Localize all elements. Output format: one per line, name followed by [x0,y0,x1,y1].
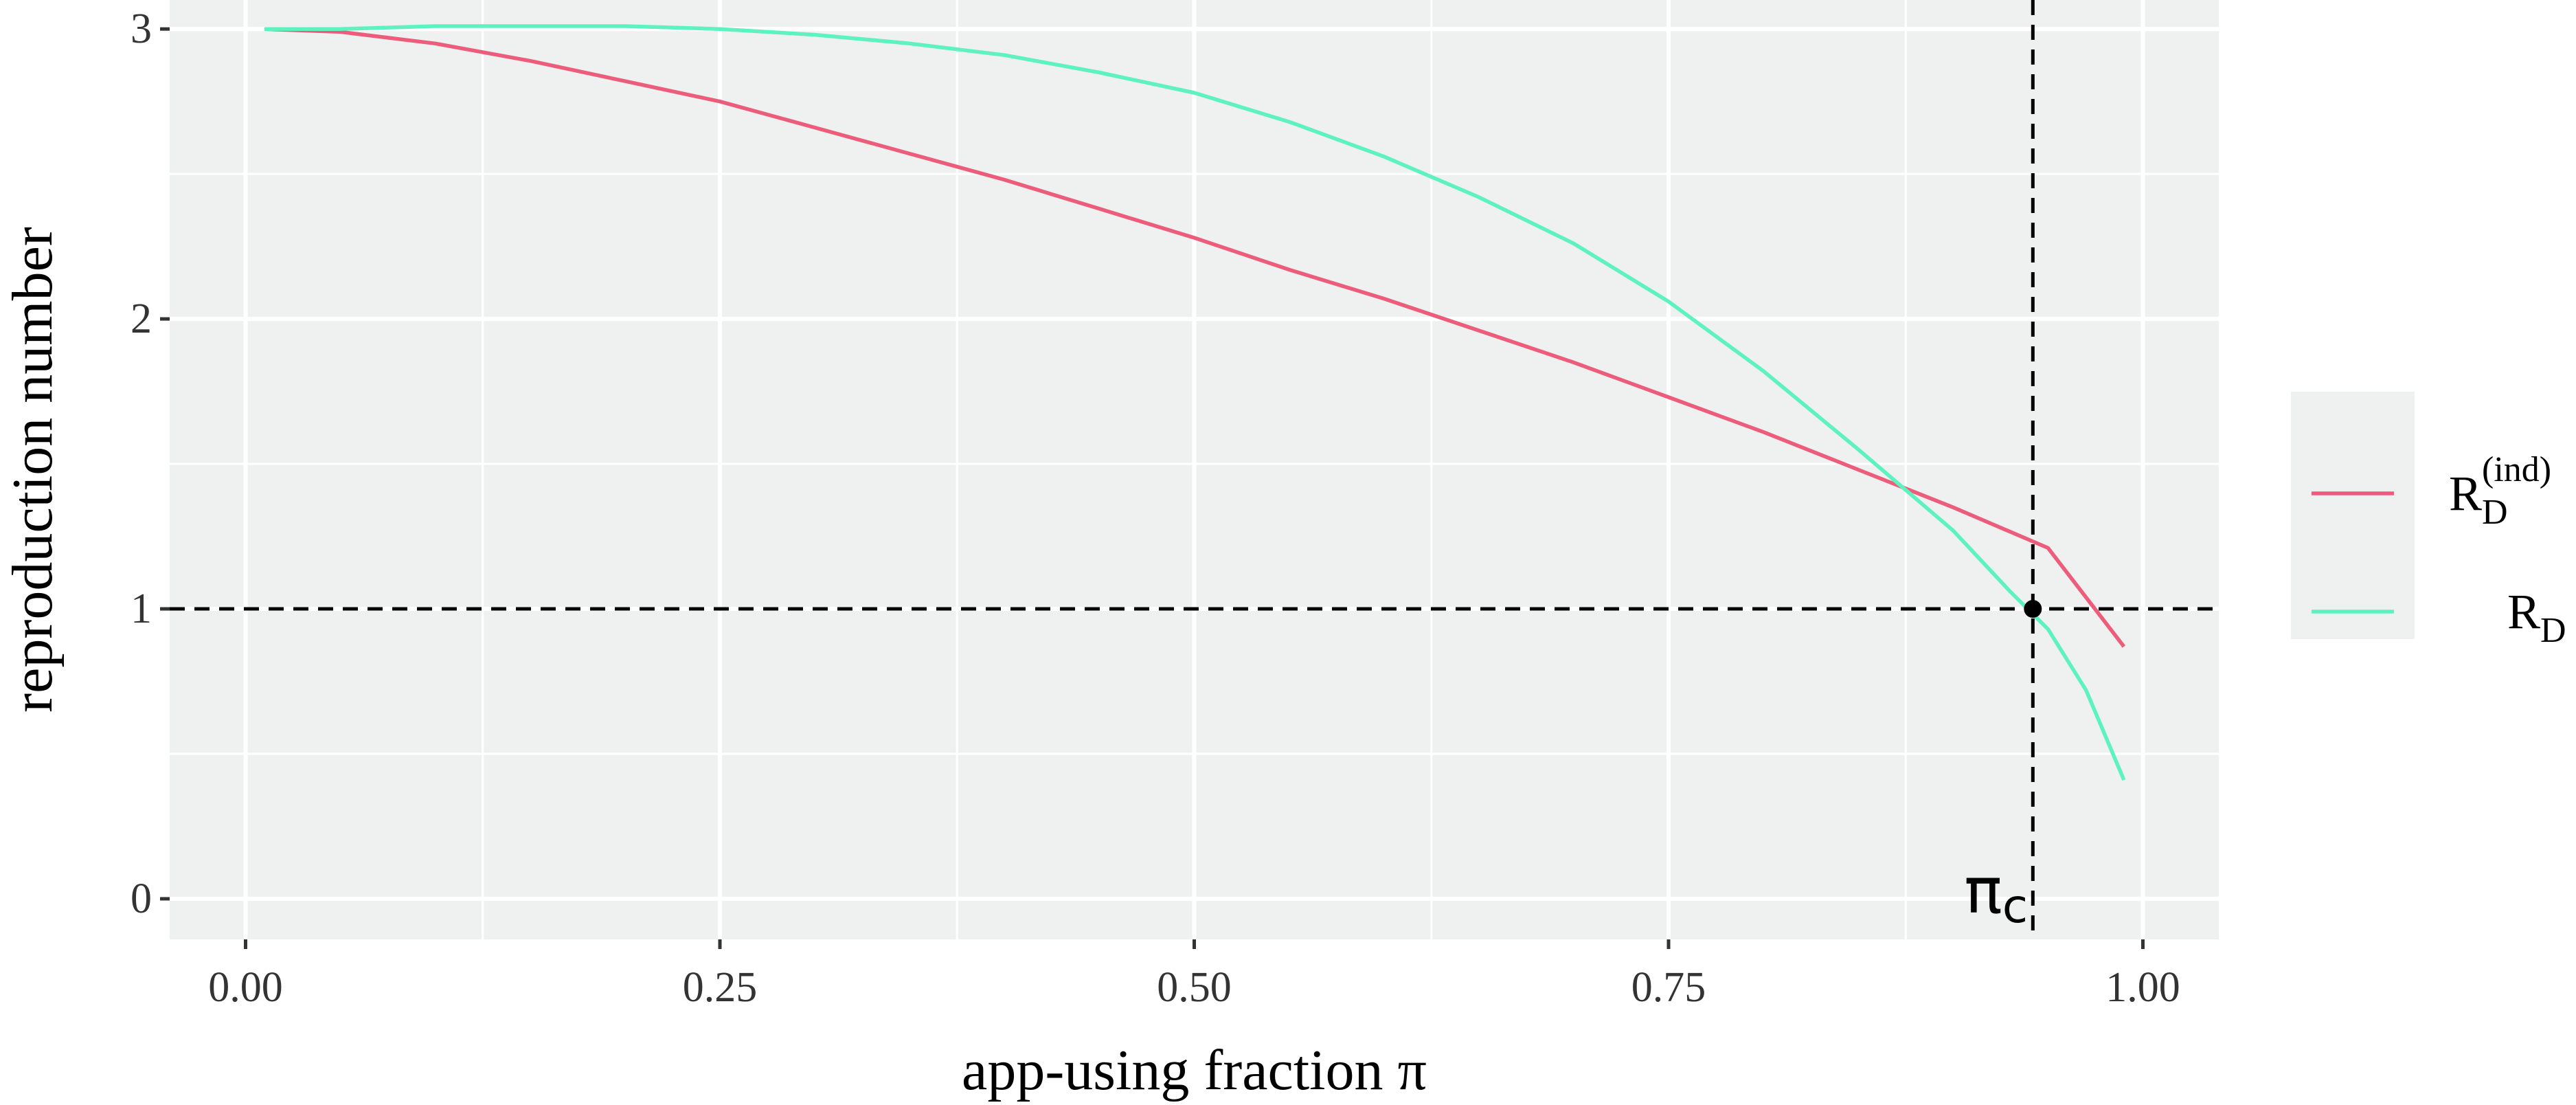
legend: RD(ind)RD [2291,392,2566,650]
y-tick-label: 0 [131,875,152,922]
legend-label-superscript: (ind) [2482,450,2551,489]
annotation-layer: πc [1964,854,2028,934]
reference-lines [170,0,2219,939]
critical-fraction-subscript: c [2002,880,2028,934]
intersection-point [2024,600,2042,618]
y-tick-label: 2 [131,295,152,342]
x-axis-label: app-using fraction π [962,1038,1427,1102]
x-tick-label: 0.00 [208,964,283,1011]
x-tick-label: 1.00 [2105,964,2180,1011]
critical-fraction-symbol: π [1964,854,2002,928]
y-tick-label: 3 [131,5,152,52]
legend-label-subscript: D [2540,611,2566,650]
axes: 0 1 2 3 0.00 0.25 0.50 0.75 1.00 app-using fracti… [1,5,2180,1102]
series-lines [264,24,2126,781]
legend-label-2: RD [2507,584,2566,650]
legend-label-base: R [2507,584,2540,639]
series-line-2 [264,24,2126,781]
legend-label-1: RD (ind) [2449,450,2551,532]
x-tick-label: 0.50 [1157,964,1232,1011]
y-tick-label: 1 [131,585,152,632]
series-line-1 [264,27,2126,648]
legend-label-subscript: D [2482,493,2508,532]
y-axis-label: reproduction number [1,227,65,713]
x-tick-label: 0.25 [683,964,758,1011]
critical-fraction-label: πc [1964,854,2028,934]
intersection-layer [2024,600,2042,618]
legend-label-base: R [2449,466,2482,521]
x-tick-label: 0.75 [1631,964,1706,1011]
legend-box [2291,392,2415,639]
